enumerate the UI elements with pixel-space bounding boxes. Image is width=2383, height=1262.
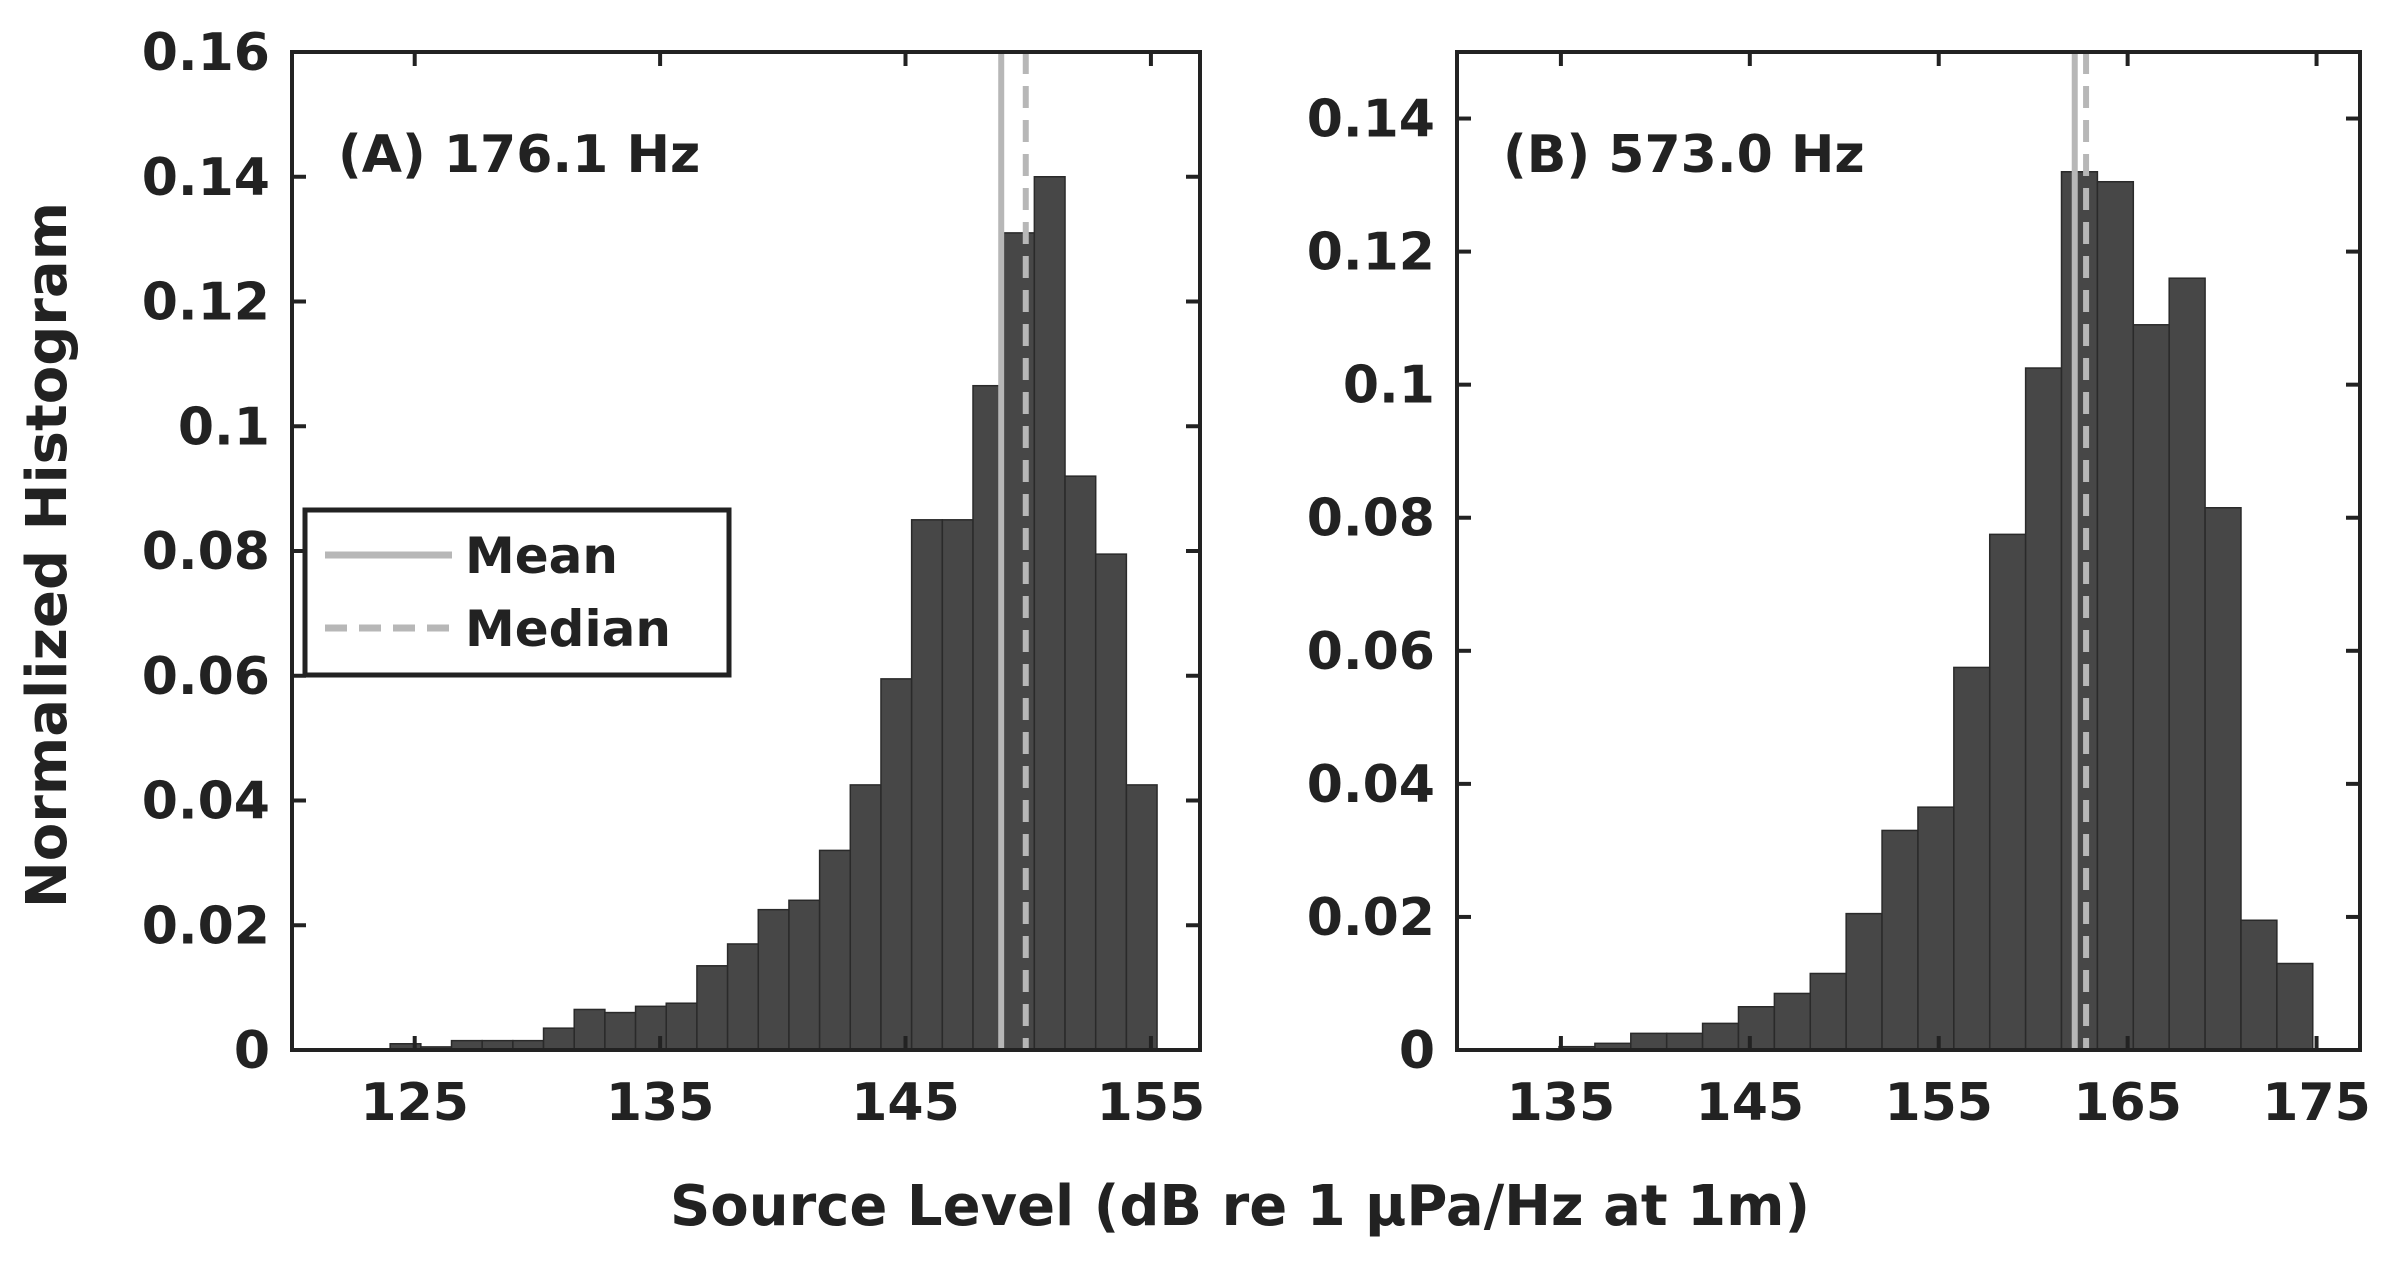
panel-b-y-tick-label: 0.02 [1307, 888, 1435, 948]
panel-b-ticks: 135 145 155 165 175 0 0.02 0.04 0.06 0.08 0.1 0.12 0… [1307, 52, 2371, 1133]
panel-a-y-tick-label: 0.04 [142, 772, 270, 832]
panel-a-bar [1002, 232, 1036, 1051]
panel-b-bar [1917, 806, 1955, 1051]
panel-a-bar [1094, 553, 1128, 1051]
panel-a-y-tick-label: 0 [234, 1021, 270, 1081]
panel-b-y-tick-label: 0.12 [1307, 223, 1435, 283]
panel-a-bar [573, 1008, 606, 1051]
panel-a-bar [941, 519, 974, 1051]
panel-a-bar [1033, 176, 1066, 1051]
panel-b-bar [1630, 1032, 1668, 1051]
panel-b-y-tick-label: 0.06 [1307, 622, 1435, 682]
panel-b-bar [1845, 912, 1883, 1051]
panel-a-y-tick-label: 0.06 [142, 647, 270, 707]
panel-a-bar [1125, 784, 1158, 1051]
panel-b-x-tick-label: 165 [2073, 1073, 2182, 1133]
x-axis-label: Source Level (dB re 1 μPa/Hz at 1m) [670, 1174, 1810, 1239]
y-axis-label: Normalized Histogram [15, 202, 80, 908]
panel-b-reference-lines [2071, 52, 2090, 1050]
panel-a-bar [757, 908, 790, 1051]
panel-a-y-tick-label: 0.14 [142, 148, 270, 208]
panel-a-axes-frame [290, 50, 1202, 1052]
panel-b-bar [2168, 277, 2206, 1051]
panel-b-bar [2060, 171, 2099, 1051]
panel-b-bar [1881, 829, 1919, 1051]
panel-a-ticks: 125 135 145 155 0 0.02 0.04 0.06 0.08 0.1 0.12 0.14… [142, 23, 1206, 1133]
panel-b-bars [1558, 171, 2314, 1051]
legend-mean-label: Mean [465, 527, 618, 585]
panel-a-bar [1064, 475, 1097, 1051]
legend-box [302, 507, 732, 678]
panel-b-bar [2132, 324, 2170, 1051]
panel-a-bar [818, 849, 852, 1051]
panel-b-bar [1809, 972, 1847, 1051]
panel-a-y-tick-label: 0.02 [142, 896, 270, 956]
panel-b-x-tick-label: 175 [2262, 1073, 2371, 1133]
panel-b-bar [2096, 180, 2135, 1051]
panel-b-y-tick-label: 0 [1399, 1021, 1435, 1081]
legend: Mean Median [302, 507, 732, 678]
legend-median-label: Median [465, 600, 671, 658]
panel-b-y-tick-label: 0.04 [1307, 755, 1435, 815]
panel-a-x-tick-label: 125 [360, 1073, 469, 1133]
panel-b-title: (B) 573.0 Hz [1503, 125, 1865, 185]
panel-b-y-tick-label: 0.1 [1343, 356, 1435, 416]
panel-b-bar [1773, 992, 1812, 1051]
panel-b-y-tick-label: 0.14 [1307, 90, 1435, 150]
panel-b-bar [1665, 1032, 1704, 1051]
panel-a-bar [696, 965, 729, 1051]
panel-a-bar [604, 1011, 637, 1051]
panel-a-x-tick-label: 155 [1097, 1073, 1206, 1133]
panel-b-bar [2276, 962, 2314, 1051]
panel-a-bar [665, 1002, 698, 1051]
panel-b-bar [1988, 533, 2027, 1051]
panel-b-bar [1701, 1022, 1740, 1051]
panel-a-bar [849, 784, 882, 1051]
panel-b-x-tick-label: 135 [1507, 1073, 1616, 1133]
panel-b-y-tick-label: 0.08 [1307, 489, 1435, 549]
panel-b-bar [2204, 507, 2242, 1051]
panel-a-x-tick-label: 135 [606, 1073, 715, 1133]
panel-a-bar [726, 943, 760, 1051]
panel-b-axes-frame [1455, 50, 2362, 1052]
panel-b-bar [1737, 1006, 1776, 1051]
panel-b-bar [1953, 666, 1991, 1051]
panel-a-bar [788, 899, 821, 1051]
panel-a-bar [910, 519, 944, 1051]
panel-b-x-tick-label: 155 [1884, 1073, 1993, 1133]
panel-a-y-tick-label: 0.1 [178, 397, 270, 457]
panel-b-bar [2240, 919, 2278, 1051]
panel-a-x-tick-label: 145 [851, 1073, 960, 1133]
panel-b: 135 145 155 165 175 0 0.02 0.04 0.06 0.08 0.1 0.12 0… [1307, 50, 2371, 1133]
panel-a-y-tick-label: 0.12 [142, 273, 270, 333]
panel-a-reference-lines [998, 52, 1029, 1050]
panel-b-x-tick-label: 145 [1696, 1073, 1805, 1133]
panel-a-bar [880, 678, 913, 1051]
panel-a-y-tick-label: 0.16 [142, 23, 270, 83]
panel-a-title: (A) 176.1 Hz [338, 125, 700, 185]
panel-a-bar [542, 1027, 575, 1051]
panel-a-y-tick-label: 0.08 [142, 522, 270, 582]
panel-a: 125 135 145 155 0 0.02 0.04 0.06 0.08 0.1 0.12 0.14… [142, 23, 1206, 1133]
panel-b-bar [2024, 367, 2063, 1051]
